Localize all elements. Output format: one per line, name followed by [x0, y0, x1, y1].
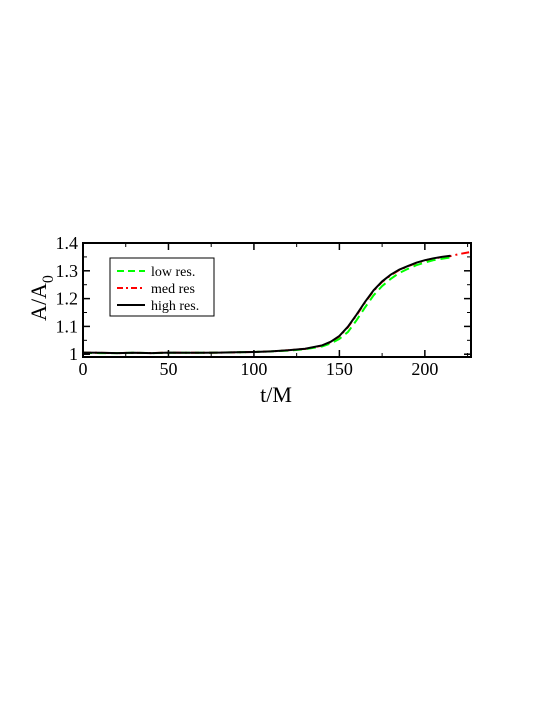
y-axis-label-main: A/A [26, 283, 51, 321]
x-tick-label: 150 [326, 359, 353, 379]
legend-label: med res [151, 282, 195, 297]
x-tick-label: 0 [79, 359, 88, 379]
series-line-high-res [82, 254, 451, 355]
series-line-low-res [82, 256, 451, 355]
axes-layer: 0 50 100 150 200 1 1.1 1.2 1.3 1.4 [56, 233, 472, 379]
y-tick-label: 1 [69, 344, 78, 364]
x-tick-label: 100 [240, 359, 267, 379]
x-tick-label: 50 [159, 359, 177, 379]
plot-layer [82, 250, 472, 355]
legend: low res. med res high res. [109, 257, 215, 317]
y-axis-label: A/A0 [26, 275, 57, 321]
svg-text:A/A0: A/A0 [26, 275, 57, 321]
y-tick-label: 1.3 [56, 261, 79, 281]
y-tick-label: 1.4 [56, 233, 79, 253]
y-tick-label: 1.2 [56, 289, 79, 309]
legend-label: high res. [151, 299, 199, 314]
legend-label: low res. [151, 265, 195, 280]
y-tick-label: 1.1 [56, 316, 79, 336]
x-axis-label: t/M [260, 382, 292, 407]
plot-frame [82, 242, 472, 358]
x-tick-label: 200 [411, 359, 438, 379]
y-axis-label-subscript: 0 [40, 275, 57, 283]
